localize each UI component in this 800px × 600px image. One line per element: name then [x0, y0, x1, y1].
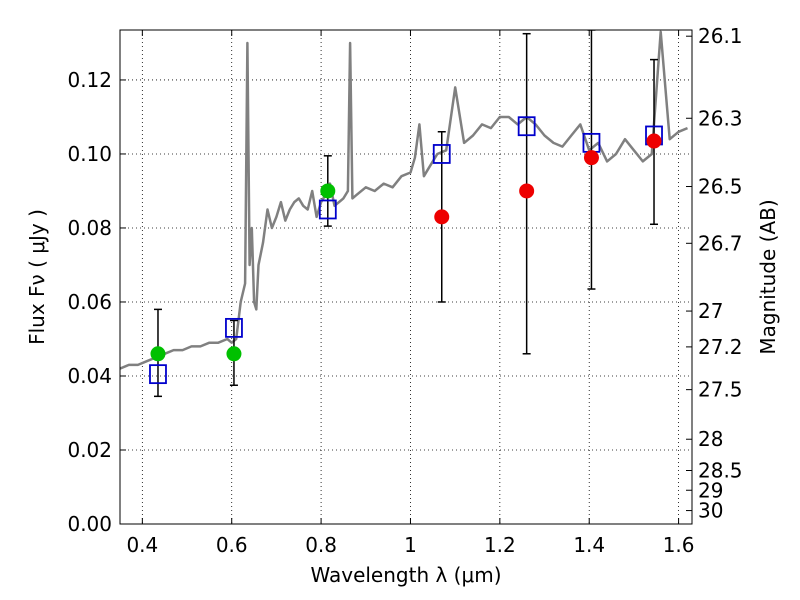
- spectrum-line: [120, 30, 688, 370]
- y-tick-label: 0.04: [67, 364, 112, 388]
- plot-frame: [119, 29, 693, 525]
- x-tick-label: 1.6: [663, 533, 695, 557]
- y-tick-label: 0.08: [67, 216, 112, 240]
- y-tick-label: 0.12: [67, 68, 112, 92]
- x-tick-label: 1.2: [484, 533, 516, 557]
- y2-tick-label: 28: [698, 427, 723, 451]
- green-data-point: [226, 346, 242, 362]
- y2-tick-label: 26.5: [698, 175, 743, 199]
- x-tick-label: 0.6: [216, 533, 248, 557]
- grid: [120, 30, 692, 524]
- y2-tick-label: 27.5: [698, 378, 743, 402]
- red-data-point: [646, 133, 662, 149]
- y2-axis-label: Magnitude (AB): [756, 199, 780, 354]
- y2-tick-label: 26.3: [698, 106, 743, 130]
- y-tick-label: 0.10: [67, 142, 112, 166]
- model-spectrum: [120, 30, 688, 370]
- x-tick-label: 0.8: [305, 533, 337, 557]
- y2-tick-label: 27: [698, 299, 723, 323]
- model-flux-box: [318, 199, 337, 220]
- y2-tick-label: 26.1: [698, 24, 743, 48]
- photometry-points: [149, 30, 663, 398]
- y2-tick-label: 29: [698, 478, 723, 502]
- x-tick-label: 0.4: [126, 533, 158, 557]
- y-tick-label: 0.00: [67, 512, 112, 536]
- red-data-point: [519, 183, 535, 199]
- model-flux-box: [225, 317, 243, 338]
- y2-tick-label: 28.5: [698, 459, 743, 483]
- y-tick-label: 0.06: [67, 290, 112, 314]
- x-axis-label: Wavelength λ (μm): [310, 563, 501, 587]
- x-tick-label: 1: [404, 533, 417, 557]
- green-data-point: [320, 183, 336, 199]
- y-axis-label: Flux Fν ( μJy ): [25, 209, 49, 345]
- y-tick-label: 0.02: [67, 438, 112, 462]
- x-tick-label: 1.4: [573, 533, 605, 557]
- y2-tick-label: 27.2: [698, 335, 743, 359]
- model-flux-box: [432, 144, 451, 164]
- axis-ticks: 0.4 0.6 0.8 1 1.2 1.4 1.6 0.00 0.02 0.04 0.06 0.08 0…: [67, 24, 742, 557]
- green-data-point: [150, 346, 166, 362]
- y2-tick-label: 30: [698, 499, 723, 523]
- model-flux-box: [517, 116, 536, 137]
- red-data-point: [434, 209, 450, 225]
- y2-tick-label: 26.7: [698, 231, 743, 255]
- model-flux-box: [149, 364, 167, 385]
- red-data-point: [583, 150, 599, 166]
